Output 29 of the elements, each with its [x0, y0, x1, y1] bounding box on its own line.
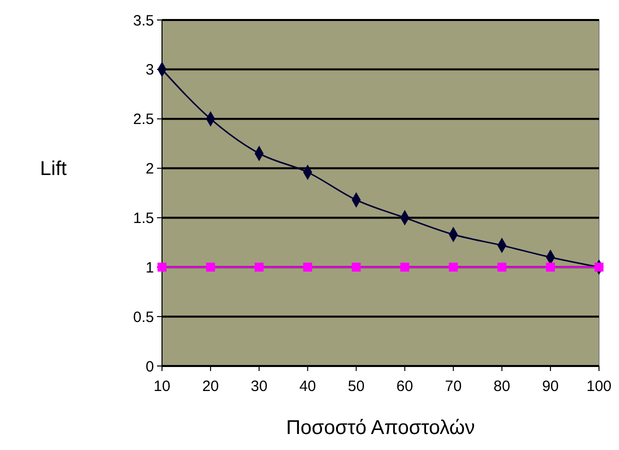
x-tick-label: 50 — [348, 378, 365, 395]
x-tick-label: 90 — [542, 378, 559, 395]
y-axis-title: Lift — [40, 158, 68, 180]
x-tick-label: 60 — [396, 378, 414, 395]
point — [497, 262, 506, 272]
x-tick-label: 40 — [299, 378, 316, 395]
y-tick-label: 2 — [146, 160, 154, 178]
point — [546, 262, 555, 272]
point — [400, 262, 410, 272]
y-tick-label: 0.5 — [133, 308, 154, 326]
x-tick-label: 20 — [202, 378, 219, 395]
point — [448, 262, 458, 272]
x-tick-label: 80 — [494, 378, 510, 395]
y-tick-label: 2.5 — [133, 111, 154, 128]
y-tick-label: 1.5 — [133, 210, 154, 227]
point — [206, 262, 216, 272]
point — [254, 262, 264, 272]
x-tick-label: 70 — [444, 378, 462, 395]
point — [303, 262, 312, 272]
y-tick-label: 3.5 — [133, 12, 154, 30]
x-tick-label: 10 — [154, 378, 170, 395]
y-tick-label: 0 — [146, 358, 154, 376]
point — [352, 262, 361, 272]
point — [594, 262, 604, 272]
y-tick-label: 1 — [146, 259, 154, 276]
y-tick-label: 3 — [146, 62, 154, 79]
x-tick-label: 30 — [250, 378, 268, 395]
x-axis-title: Ποσοστό Αποστολών — [286, 417, 475, 439]
x-tick-label: 100 — [586, 378, 612, 395]
